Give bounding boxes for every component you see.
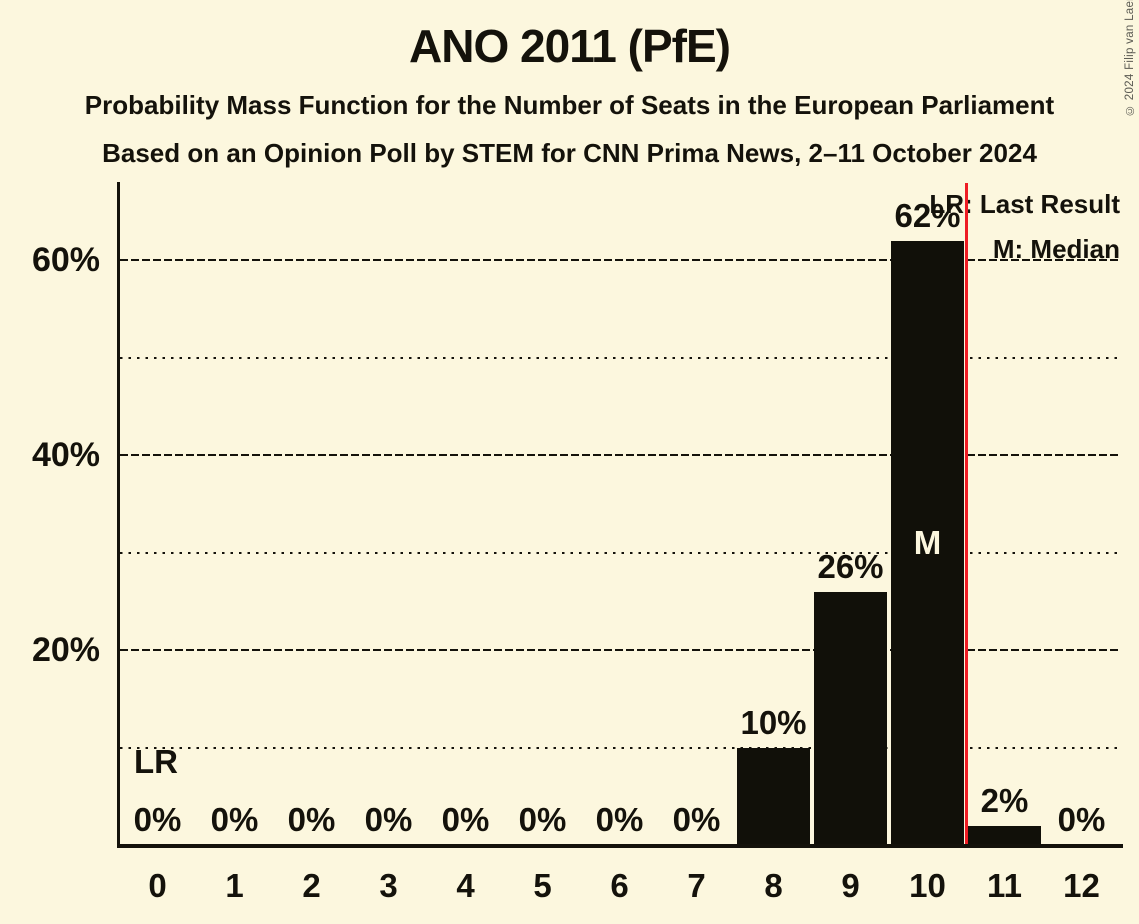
chart-title: ANO 2011 (PfE) <box>409 20 731 72</box>
bar-value-label: 0% <box>287 801 336 838</box>
x-axis-tick-label: 1 <box>225 867 244 904</box>
last-result-marker: LR <box>134 743 178 780</box>
y-axis-tick-label: 60% <box>31 241 100 279</box>
bar-value-label: 2% <box>980 781 1029 819</box>
x-axis-tick-label: 2 <box>302 867 321 904</box>
gridline-minor <box>120 356 1121 359</box>
bar-value-label: 0% <box>1057 801 1106 838</box>
gridline-major <box>120 259 1121 261</box>
x-axis-tick-label: 11 <box>987 867 1022 904</box>
x-axis-tick-label: 4 <box>456 867 475 904</box>
chart-subtitle: Probability Mass Function for the Number… <box>84 90 1055 120</box>
bar-seats-10 <box>891 240 964 845</box>
bar-value-label: 62% <box>894 196 961 234</box>
x-axis-tick-label: 10 <box>909 867 946 904</box>
bar-value-label: 0% <box>133 801 182 838</box>
x-axis-tick-label: 3 <box>379 867 398 904</box>
bar-value-label: 0% <box>518 801 567 838</box>
x-axis-tick-label: 7 <box>687 867 706 904</box>
x-axis-tick-label: 5 <box>533 867 552 904</box>
gridline-minor <box>120 551 1121 554</box>
bar-value-label: 26% <box>817 547 884 585</box>
bar-value-label: 10% <box>740 703 807 741</box>
x-axis-tick-label: 0 <box>148 867 167 904</box>
x-axis <box>117 844 1123 848</box>
bar-seats-8 <box>737 747 810 845</box>
y-axis-tick-label: 40% <box>31 436 100 474</box>
bar-value-label: 0% <box>441 801 490 838</box>
x-axis-tick-label: 9 <box>841 867 860 904</box>
x-axis-tick-label: 6 <box>610 867 629 904</box>
gridline-minor <box>120 746 1121 749</box>
last-result-line <box>964 183 968 845</box>
bar-seats-9 <box>814 591 887 845</box>
gridline-major <box>120 649 1121 651</box>
gridline-major <box>120 454 1121 456</box>
legend-last-result: LR: Last Result <box>929 189 1120 219</box>
y-axis <box>117 182 120 847</box>
chart-source-subtitle: Based on an Opinion Poll by STEM for CNN… <box>102 138 1037 168</box>
bar-value-label: 0% <box>364 801 413 838</box>
y-axis-tick-label: 20% <box>31 631 100 669</box>
x-axis-tick-label: 8 <box>764 867 783 904</box>
bar-value-label: 0% <box>595 801 644 838</box>
median-marker: M <box>913 523 942 561</box>
x-axis-tick-label: 12 <box>1063 867 1100 904</box>
bar-value-label: 0% <box>672 801 721 838</box>
bar-value-label: 0% <box>210 801 259 838</box>
bar-seats-11 <box>968 825 1041 845</box>
